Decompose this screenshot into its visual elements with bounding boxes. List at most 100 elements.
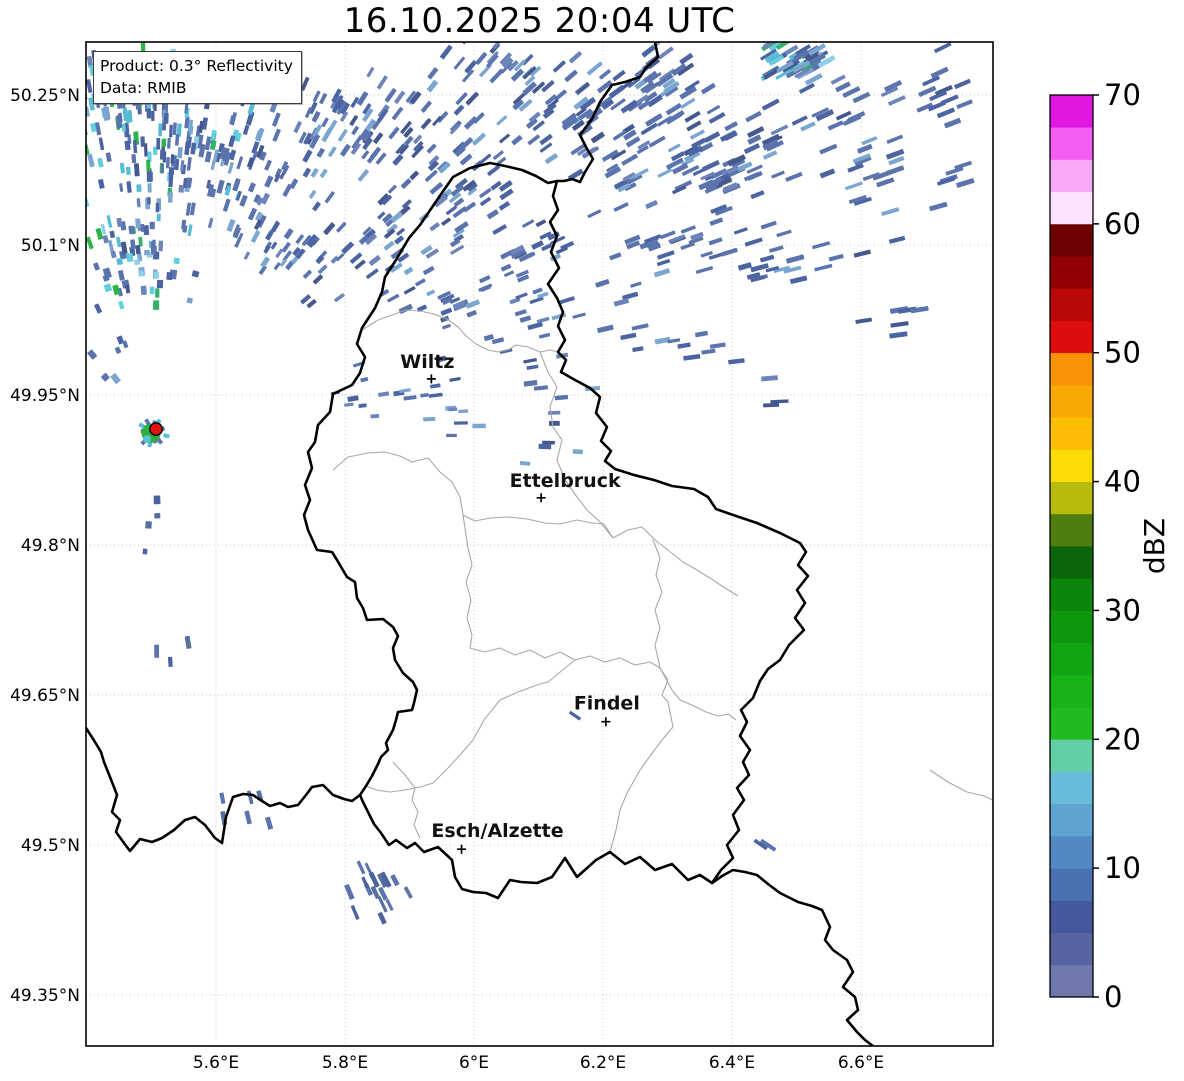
radar-echo [467, 182, 478, 192]
radar-echo [765, 266, 780, 273]
radar-echo [411, 145, 424, 159]
radar-echo [684, 150, 701, 163]
radar-echo [166, 272, 173, 281]
radar-echo [503, 270, 515, 277]
radar-echo [212, 149, 219, 162]
radar-echo [210, 188, 217, 198]
radar-echo [350, 905, 360, 920]
radar-echo [544, 153, 558, 165]
radar-echo [260, 256, 270, 268]
lon-tick-label: 6°E [459, 1053, 489, 1073]
radar-echo [680, 242, 695, 250]
radar-echo [186, 157, 192, 171]
colorbar-segment [1050, 255, 1093, 289]
radar-echo [176, 123, 182, 137]
radar-echo [465, 91, 479, 106]
radar-echo [847, 163, 864, 173]
radar-echo [827, 120, 844, 131]
be-de-border [557, 42, 660, 184]
radar-echo [102, 107, 109, 121]
radar-echo [657, 115, 673, 127]
radar-echo [254, 219, 262, 230]
radar-echo [710, 168, 728, 180]
radar-echo [747, 134, 762, 145]
radar-echo [344, 883, 355, 900]
radar-echo [700, 171, 715, 181]
city-label: Ettelbruck [510, 470, 621, 492]
radar-echo [302, 149, 313, 163]
colorbar-tick-label: 40 [1104, 465, 1141, 499]
lat-tick-label: 50.25°N [10, 86, 80, 106]
radar-echo [643, 70, 658, 83]
radar-echo [714, 206, 733, 216]
radar-echo [86, 236, 94, 250]
radar-echo [184, 116, 190, 129]
radar-echo [453, 303, 468, 312]
radar-echo [672, 163, 689, 175]
radar-echo [366, 67, 375, 78]
radar-echo [258, 265, 267, 275]
lon-tick-label: 6.4°E [709, 1053, 755, 1073]
radar-echo [110, 250, 117, 259]
radar-echo [679, 52, 694, 65]
radar-echo [140, 136, 146, 147]
radar-echo [272, 128, 281, 142]
radar-echo [499, 133, 510, 144]
district-border-layer [332, 309, 993, 853]
radar-echo [371, 118, 382, 130]
radar-echo [441, 296, 453, 305]
radar-echo [510, 248, 526, 259]
radar-echo [289, 178, 299, 189]
radar-echo [746, 164, 763, 174]
radar-echo [665, 103, 682, 116]
radar-echo [426, 143, 437, 154]
radar-echo [360, 376, 369, 383]
radar-echo [701, 160, 720, 172]
radar-echo [420, 100, 432, 113]
product-info-box: Product: 0.3° Reflectivity Data: RMIB [93, 51, 302, 104]
radar-echo [438, 161, 451, 174]
radar-echo [405, 90, 416, 103]
radar-echo [743, 143, 760, 154]
radar-echo [523, 379, 538, 387]
radar-echo [479, 275, 491, 284]
radar-echo [672, 185, 687, 195]
radar-echo [659, 230, 676, 240]
radar-echo [124, 140, 131, 151]
radar-echo [160, 164, 165, 174]
radar-echo [102, 235, 109, 244]
radar-echo [620, 332, 637, 340]
radar-echo [480, 285, 491, 292]
radar-echo [945, 166, 964, 176]
radar-echo [549, 253, 561, 262]
radar-echo [165, 156, 170, 169]
radar-echo [769, 42, 787, 52]
radar-echo [745, 111, 762, 123]
radar-echo [239, 194, 248, 207]
radar-echo [256, 790, 264, 801]
radar-echo [158, 240, 164, 252]
figure-title: 16.10.2025 20:04 UTC [343, 1, 736, 41]
radar-echo [654, 336, 671, 345]
radar-echo [134, 259, 140, 266]
radar-echo [530, 65, 542, 77]
radar-echo [350, 96, 359, 108]
radar-echo [533, 385, 549, 391]
radar-echo [522, 66, 537, 80]
radar-echo [401, 199, 412, 209]
radar-echo [496, 115, 508, 126]
radar-echo [789, 275, 808, 284]
radar-echo [321, 127, 333, 143]
radar-echo [331, 88, 342, 103]
radar-echo [273, 173, 281, 183]
clutter-speckle [162, 433, 170, 439]
radar-echo [532, 287, 543, 295]
radar-echo [168, 124, 173, 138]
radar-echo [886, 134, 904, 144]
radar-echo [300, 76, 310, 91]
radar-echo [72, 259, 80, 271]
radar-echo [420, 393, 429, 398]
radar-echo [761, 98, 780, 111]
radar-site-marker [138, 418, 170, 448]
radar-echo [769, 245, 784, 253]
